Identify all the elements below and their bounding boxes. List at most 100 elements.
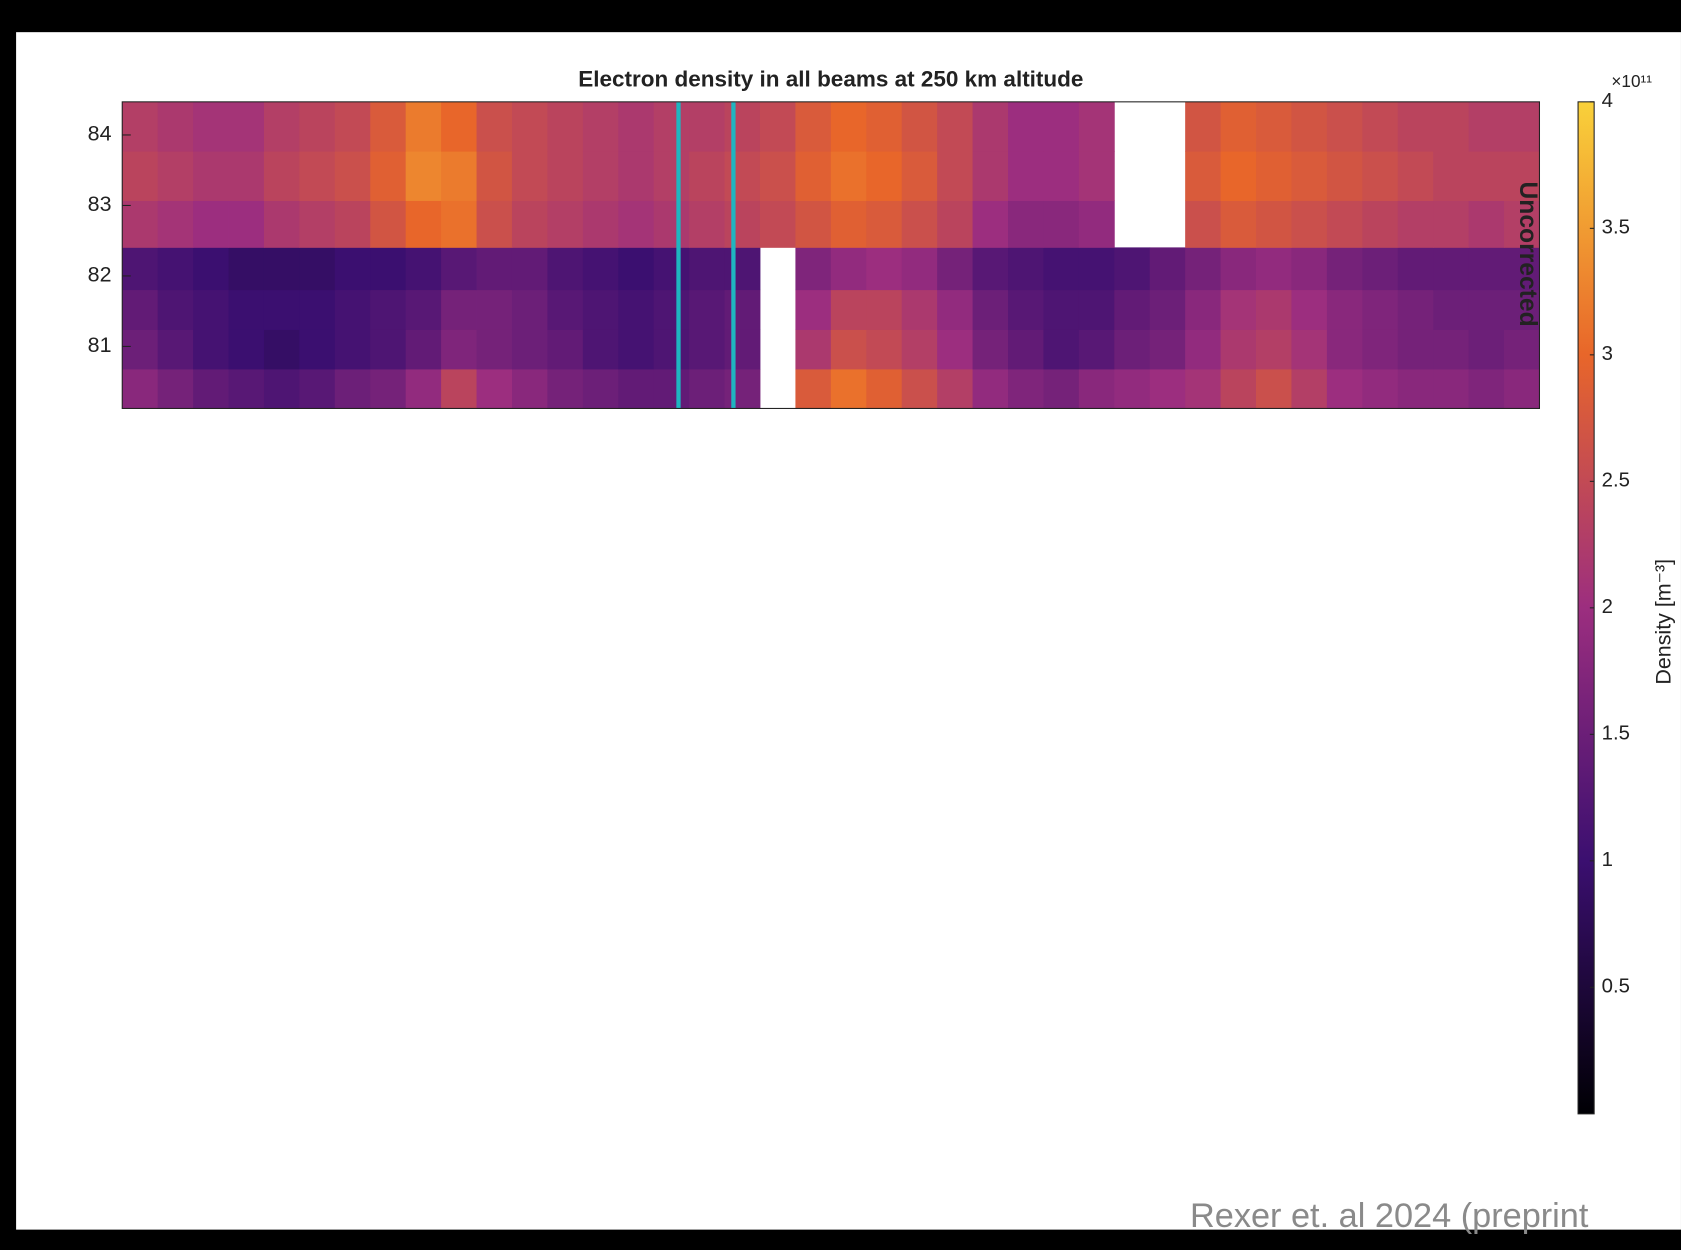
heatmap-cell <box>193 151 229 201</box>
heatmap-cell <box>476 247 513 291</box>
colorbar-tick-label: 2.5 <box>1602 470 1630 492</box>
heatmap-cell <box>1185 151 1222 201</box>
heatmap-cell <box>1504 151 1540 201</box>
colorbar-tick-label: 1 <box>1602 849 1613 871</box>
heatmap-cell <box>263 200 300 248</box>
heatmap-cell <box>334 289 371 330</box>
heatmap-cell <box>263 368 300 409</box>
heatmap-cell <box>1078 247 1115 291</box>
colorbar-tick-label: 2 <box>1602 596 1613 618</box>
heatmap-cell <box>157 200 194 248</box>
heatmap-cell <box>334 200 371 248</box>
heatmap-cell <box>1397 329 1434 370</box>
heatmap-cell <box>937 101 974 152</box>
heatmap-cell <box>1504 247 1540 291</box>
heatmap-cell <box>1043 151 1080 201</box>
heatmap-cell <box>724 289 761 330</box>
heatmap-cell <box>653 289 690 330</box>
heatmap-cell <box>157 101 194 152</box>
heatmap-cell <box>122 101 159 152</box>
heatmap-cell <box>299 200 336 248</box>
heatmap-cell <box>263 329 300 370</box>
heatmap-cell <box>653 151 690 201</box>
heatmap-cell <box>1043 101 1080 152</box>
heatmap-cell <box>441 368 477 409</box>
heatmap-cell <box>689 247 725 291</box>
heatmap-cell <box>1326 151 1363 201</box>
heatmap-cell <box>299 368 336 409</box>
heatmap-cell <box>228 151 265 201</box>
heatmap-cell <box>441 200 477 248</box>
heatmap-cell <box>1008 368 1044 409</box>
heatmap-cell <box>1114 329 1151 370</box>
heatmap-cell <box>193 200 229 248</box>
heatmap-cell <box>441 101 477 152</box>
heatmap-cell <box>405 200 442 248</box>
heatmap-cell <box>511 247 548 291</box>
heatmap-cell <box>1326 247 1363 291</box>
heatmap-cell <box>193 289 229 330</box>
heatmap-cell <box>1256 329 1292 370</box>
heatmap-cell <box>618 368 655 409</box>
heatmap-cell <box>476 200 513 248</box>
heatmap-cell <box>263 101 300 152</box>
heatmap-cell <box>1362 368 1399 409</box>
heatmap-cell <box>299 151 336 201</box>
heatmap-cell <box>476 329 513 370</box>
heatmap-cell <box>547 289 584 330</box>
heatmap-cell <box>795 247 832 291</box>
heatmap-cell <box>866 247 903 291</box>
heatmap-cell <box>299 289 336 330</box>
plot-border <box>121 101 1541 409</box>
heatmap-cell <box>334 101 371 152</box>
heatmap-cell <box>370 101 407 152</box>
heatmap-cell <box>901 200 938 248</box>
heatmap-cell <box>1291 247 1328 291</box>
heatmap-cell <box>1504 101 1540 152</box>
heatmap-cell <box>1256 247 1292 291</box>
heatmap-cell <box>547 247 584 291</box>
heatmap-cell <box>405 329 442 370</box>
heatmap-cell <box>122 289 159 330</box>
heatmap-cell <box>795 329 832 370</box>
heatmap-cell <box>476 101 513 152</box>
heatmap-cell <box>724 151 761 201</box>
heatmap-cell <box>1468 368 1505 409</box>
heatmap-cell <box>1362 101 1399 152</box>
heatmap-cell <box>1433 368 1470 409</box>
heatmap-cell <box>228 289 265 330</box>
heatmap-cell <box>795 101 832 152</box>
heatmap-cell <box>1220 101 1257 152</box>
heatmap-cell <box>901 101 938 152</box>
heatmap-cell <box>1149 289 1186 330</box>
heatmap-cell <box>122 151 159 201</box>
heatmap-cell <box>866 151 903 201</box>
heatmap-cell <box>937 289 974 330</box>
heatmap-cell <box>653 101 690 152</box>
heatmap-cell <box>370 247 407 291</box>
heatmap-cell <box>972 200 1009 248</box>
heatmap-cell <box>618 289 655 330</box>
y-tick-label: 81 <box>88 333 112 357</box>
heatmap-cell <box>582 200 619 248</box>
heatmap-cell <box>1291 151 1328 201</box>
heatmap-cell <box>547 200 584 248</box>
heatmap-cell <box>228 368 265 409</box>
heatmap-cell <box>724 247 761 291</box>
heatmap-cell <box>1433 247 1470 291</box>
heatmap-cell <box>299 247 336 291</box>
heatmap-cell <box>1114 247 1151 291</box>
heatmap-cell <box>1397 151 1434 201</box>
heatmap-cell <box>618 101 655 152</box>
heatmap-cell <box>1220 200 1257 248</box>
heatmap-cell <box>901 247 938 291</box>
heatmap-cell <box>122 329 159 370</box>
heatmap-cell <box>1397 247 1434 291</box>
heatmap-cell <box>1291 329 1328 370</box>
heatmap-cell <box>263 151 300 201</box>
heatmap-cell <box>901 329 938 370</box>
heatmap-cell <box>1433 101 1470 152</box>
heatmap-cell <box>937 247 974 291</box>
heatmap-cell <box>724 329 761 370</box>
colorbar-tick-label: 0.5 <box>1602 976 1630 998</box>
